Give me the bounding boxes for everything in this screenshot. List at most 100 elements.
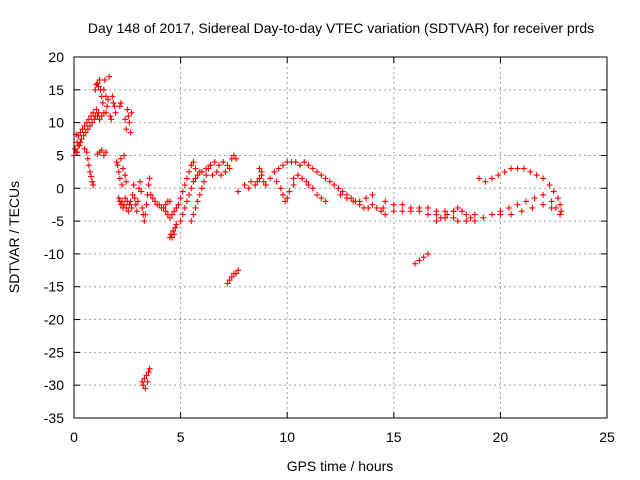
data-point bbox=[82, 129, 89, 136]
data-point bbox=[294, 172, 301, 179]
data-point bbox=[301, 159, 308, 166]
data-point bbox=[245, 185, 252, 192]
data-point bbox=[380, 204, 387, 211]
data-point bbox=[100, 152, 107, 159]
data-point bbox=[262, 181, 269, 188]
y-tick-label: -20 bbox=[44, 312, 64, 328]
data-point bbox=[558, 208, 565, 215]
data-point bbox=[540, 191, 547, 198]
data-point bbox=[533, 172, 540, 179]
data-point bbox=[557, 211, 564, 218]
data-point bbox=[546, 181, 553, 188]
data-point bbox=[441, 208, 448, 215]
data-point bbox=[171, 208, 178, 215]
x-tick-label: 10 bbox=[279, 429, 295, 445]
data-point bbox=[136, 185, 143, 192]
data-point bbox=[125, 208, 132, 215]
data-point bbox=[192, 165, 199, 172]
data-point bbox=[284, 195, 291, 202]
data-point bbox=[322, 175, 329, 182]
data-point bbox=[412, 260, 419, 267]
data-point bbox=[98, 147, 105, 154]
y-tick-label: -10 bbox=[44, 246, 64, 262]
data-point bbox=[106, 73, 113, 80]
data-point bbox=[102, 93, 109, 100]
data-point bbox=[331, 181, 338, 188]
data-point bbox=[382, 211, 389, 218]
data-point bbox=[183, 175, 190, 182]
data-point bbox=[201, 178, 208, 185]
data-point bbox=[190, 178, 197, 185]
data-point bbox=[335, 185, 342, 192]
data-point bbox=[299, 175, 306, 182]
y-tick-label: 15 bbox=[48, 82, 64, 98]
data-point bbox=[207, 162, 214, 169]
data-point bbox=[74, 149, 81, 156]
data-point bbox=[488, 175, 495, 182]
data-point bbox=[192, 175, 199, 182]
data-point bbox=[254, 178, 261, 185]
data-point bbox=[132, 201, 139, 208]
data-point bbox=[118, 198, 125, 205]
data-point bbox=[126, 119, 133, 126]
data-point bbox=[258, 168, 265, 175]
data-point bbox=[179, 211, 186, 218]
data-point bbox=[450, 208, 457, 215]
data-point bbox=[128, 204, 135, 211]
data-point bbox=[271, 168, 278, 175]
data-point bbox=[96, 116, 103, 123]
data-point bbox=[497, 211, 504, 218]
data-point bbox=[420, 254, 427, 261]
data-point bbox=[77, 139, 84, 146]
y-tick-label: -5 bbox=[52, 213, 65, 229]
data-point bbox=[373, 204, 380, 211]
data-point bbox=[314, 168, 321, 175]
data-point bbox=[124, 106, 131, 113]
data-point bbox=[454, 218, 461, 225]
data-point bbox=[101, 76, 108, 83]
data-point bbox=[305, 181, 312, 188]
data-point bbox=[215, 162, 222, 169]
data-point bbox=[390, 201, 397, 208]
y-tick-label: 20 bbox=[48, 49, 64, 65]
data-point bbox=[309, 185, 316, 192]
data-point bbox=[121, 152, 128, 159]
data-point bbox=[424, 204, 431, 211]
x-tick-label: 20 bbox=[493, 429, 509, 445]
data-point bbox=[99, 99, 106, 106]
data-point bbox=[369, 191, 376, 198]
data-point bbox=[169, 211, 176, 218]
data-point bbox=[256, 175, 263, 182]
data-point bbox=[177, 195, 184, 202]
data-point bbox=[116, 103, 123, 110]
data-point bbox=[104, 103, 111, 110]
data-point bbox=[557, 201, 564, 208]
data-point bbox=[188, 162, 195, 169]
data-point bbox=[190, 159, 197, 166]
data-points bbox=[71, 73, 565, 392]
data-point bbox=[117, 155, 124, 162]
y-axis-label: SDTVAR / TECUs bbox=[6, 181, 22, 293]
data-point bbox=[314, 191, 321, 198]
data-point bbox=[181, 181, 188, 188]
data-point bbox=[78, 136, 85, 143]
data-point bbox=[241, 181, 248, 188]
data-point bbox=[296, 162, 303, 169]
data-point bbox=[540, 201, 547, 208]
data-point bbox=[211, 159, 218, 166]
data-point bbox=[186, 191, 193, 198]
data-point bbox=[146, 175, 153, 182]
data-point bbox=[173, 221, 180, 228]
data-point bbox=[142, 385, 149, 392]
data-point bbox=[235, 267, 242, 274]
data-point bbox=[224, 280, 231, 287]
data-point bbox=[318, 195, 325, 202]
y-tick-label: 0 bbox=[56, 180, 64, 196]
data-point bbox=[105, 96, 112, 103]
data-point bbox=[531, 195, 538, 202]
data-point bbox=[277, 185, 284, 192]
data-point bbox=[83, 119, 90, 126]
data-point bbox=[501, 168, 508, 175]
data-point bbox=[143, 372, 150, 379]
